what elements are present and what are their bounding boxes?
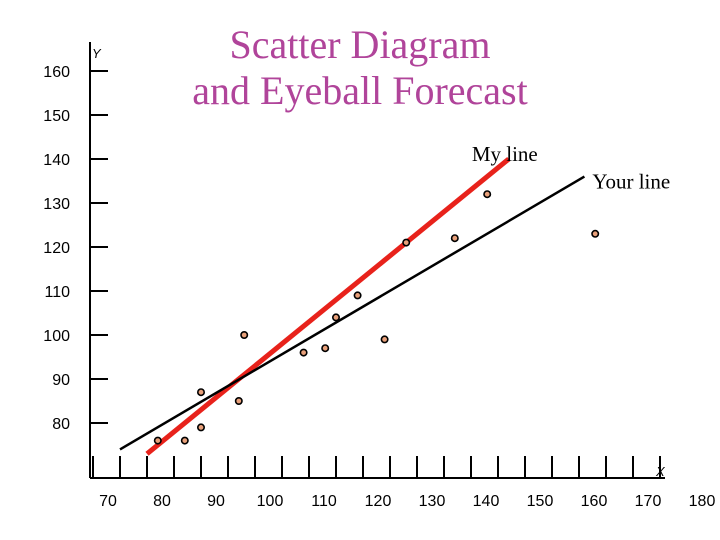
- y-tick-label: 140: [43, 152, 70, 169]
- scatter-point: [180, 436, 189, 445]
- trend-lines: My line Your line: [119, 142, 670, 456]
- x-tick-label: 100: [257, 493, 284, 510]
- scatter-point: [331, 313, 340, 322]
- y-tick-label: 100: [43, 328, 70, 345]
- chart-title-line-1: Scatter Diagram: [229, 22, 491, 67]
- x-tick-label: 160: [581, 493, 608, 510]
- scatter-point: [402, 238, 411, 247]
- y-tick-label: 80: [52, 416, 70, 433]
- x-tick-label: 180: [689, 493, 716, 510]
- scatter-point: [197, 423, 206, 432]
- chart-title-line-2: and Eyeball Forecast: [192, 68, 528, 113]
- y-axis-label: Y: [92, 46, 102, 61]
- axes: 80 90 100 110 120 130 140 150 160 70 80 90 100 110 120…: [43, 42, 715, 510]
- x-tick-label: 80: [153, 493, 171, 510]
- scatter-point: [197, 388, 206, 397]
- your-line: [119, 175, 586, 451]
- y-tick-label: 120: [43, 240, 70, 257]
- x-tick-label: 90: [207, 493, 225, 510]
- x-tick-label: 110: [311, 493, 337, 510]
- scatter-point: [380, 335, 389, 344]
- scatter-point: [299, 348, 308, 357]
- scatter-point: [483, 190, 492, 199]
- y-tick-label: 150: [43, 108, 70, 125]
- scatter-point: [321, 344, 330, 353]
- x-tick-label: 140: [473, 493, 500, 510]
- scatter-point: [240, 330, 249, 339]
- y-tick-label: 160: [43, 64, 70, 81]
- x-tick-label: 130: [419, 493, 446, 510]
- x-tick-label: 170: [635, 493, 662, 510]
- scatter-point: [234, 396, 243, 405]
- scatter-point: [353, 291, 362, 300]
- x-tick-label: 150: [527, 493, 554, 510]
- my-line-label: My line: [472, 142, 538, 166]
- x-tick-label: 70: [99, 493, 117, 510]
- y-tick-label: 90: [52, 372, 70, 389]
- scatter-point: [450, 234, 459, 243]
- y-tick-label: 130: [43, 196, 70, 213]
- my-line: [145, 157, 511, 456]
- x-axis-label: X: [655, 464, 666, 479]
- your-line-label: Your line: [592, 170, 670, 194]
- y-tick-label: 110: [44, 284, 70, 301]
- chart-title: Scatter Diagram and Eyeball Forecast: [150, 22, 570, 114]
- scatter-point: [153, 436, 162, 445]
- x-tick-label: 120: [365, 493, 392, 510]
- data-points: [153, 190, 600, 445]
- scatter-point: [591, 229, 600, 238]
